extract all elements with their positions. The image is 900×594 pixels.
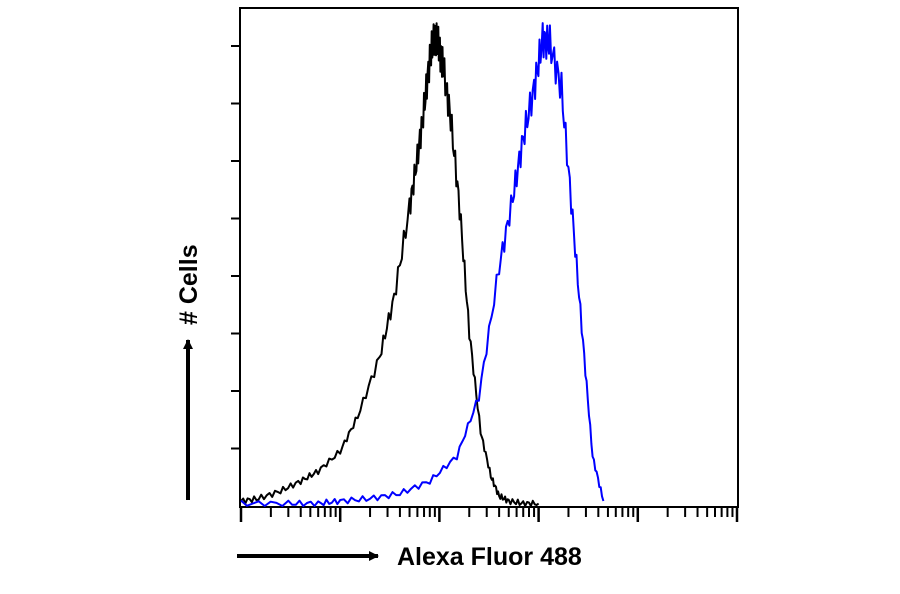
series-line-2 (240, 22, 605, 507)
x-axis-label: Alexa Fluor 488 (397, 543, 582, 571)
plot-frame (239, 7, 739, 508)
y-axis-ticks (231, 45, 241, 450)
series-line-1 (240, 22, 540, 507)
series-layer (240, 22, 605, 507)
x-axis-ticks (239, 506, 739, 522)
y-axis-label: # Cells (175, 244, 203, 325)
